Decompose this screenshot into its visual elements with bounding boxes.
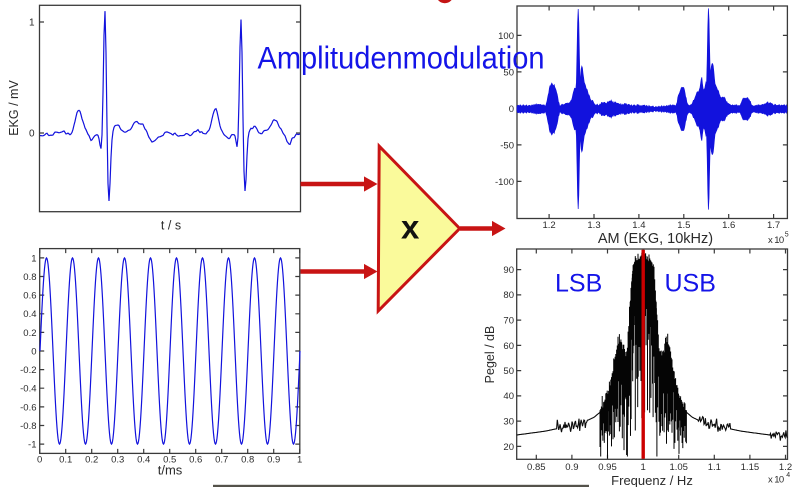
svg-text:0.5: 0.5 (163, 455, 176, 466)
svg-text:0.9: 0.9 (267, 455, 280, 466)
svg-text:t / s: t / s (161, 219, 181, 233)
svg-text:USB: USB (665, 270, 716, 298)
svg-text:1.5: 1.5 (677, 220, 690, 231)
svg-text:0.4: 0.4 (137, 455, 150, 466)
svg-text:1.2: 1.2 (779, 462, 792, 473)
svg-text:-0.8: -0.8 (20, 421, 36, 432)
svg-text:1.05: 1.05 (669, 462, 688, 473)
svg-text:1.2: 1.2 (542, 220, 555, 231)
svg-text:0.4: 0.4 (23, 309, 36, 320)
svg-text:0.8: 0.8 (23, 272, 36, 283)
svg-text:0.6: 0.6 (189, 455, 202, 466)
svg-text:Frequenz / Hz: Frequenz / Hz (611, 473, 693, 487)
svg-text:30: 30 (503, 417, 514, 428)
svg-text:EKG / mV: EKG / mV (7, 80, 21, 136)
svg-text:1: 1 (640, 462, 645, 473)
svg-text:1: 1 (31, 253, 36, 264)
svg-text:100: 100 (498, 31, 514, 42)
svg-text:0: 0 (31, 346, 36, 357)
svg-text:1.3: 1.3 (587, 220, 600, 231)
svg-text:t/ms: t/ms (158, 463, 183, 478)
svg-text:20: 20 (503, 442, 514, 453)
svg-text:x 10: x 10 (768, 235, 784, 246)
svg-text:50: 50 (503, 67, 514, 78)
svg-text:1.15: 1.15 (741, 462, 760, 473)
svg-text:-0.4: -0.4 (20, 384, 36, 395)
svg-text:0.6: 0.6 (23, 291, 36, 302)
svg-text:1: 1 (297, 455, 302, 466)
svg-text:50: 50 (503, 366, 514, 377)
svg-text:Amplitudenmodulation: Amplitudenmodulation (258, 39, 545, 75)
svg-text:60: 60 (503, 341, 514, 352)
svg-text:1.7: 1.7 (767, 220, 780, 231)
svg-text:0.95: 0.95 (598, 462, 617, 473)
svg-text:x: x (401, 209, 420, 246)
svg-text:0.3: 0.3 (111, 455, 124, 466)
svg-text:1: 1 (29, 18, 35, 29)
svg-text:0.9: 0.9 (565, 462, 578, 473)
svg-text:0: 0 (37, 455, 42, 466)
svg-text:-100: -100 (495, 177, 514, 188)
svg-text:-0.6: -0.6 (20, 402, 36, 413)
svg-text:0: 0 (509, 104, 514, 115)
svg-text:5: 5 (785, 232, 789, 239)
svg-text:80: 80 (503, 290, 514, 301)
svg-text:x 10: x 10 (768, 475, 784, 486)
svg-text:Pegel / dB: Pegel / dB (483, 326, 497, 384)
svg-text:40: 40 (503, 391, 514, 402)
svg-text:1.4: 1.4 (632, 220, 645, 231)
svg-text:AM (EKG, 10kHz): AM (EKG, 10kHz) (598, 231, 713, 247)
svg-text:0.2: 0.2 (85, 455, 98, 466)
svg-text:0.1: 0.1 (59, 455, 72, 466)
svg-text:0: 0 (29, 129, 35, 140)
svg-text:4: 4 (786, 472, 790, 479)
svg-text:0.8: 0.8 (241, 455, 254, 466)
svg-text:0.85: 0.85 (527, 462, 546, 473)
svg-text:0.2: 0.2 (23, 328, 36, 339)
svg-text:1.6: 1.6 (722, 220, 735, 231)
svg-text:-0.2: -0.2 (20, 365, 36, 376)
svg-text:-1: -1 (28, 440, 36, 451)
svg-text:90: 90 (503, 265, 514, 276)
svg-text:LSB: LSB (555, 270, 602, 298)
svg-text:-50: -50 (500, 140, 514, 151)
svg-text:0.7: 0.7 (215, 455, 228, 466)
svg-text:1.1: 1.1 (708, 462, 721, 473)
svg-text:70: 70 (503, 316, 514, 327)
